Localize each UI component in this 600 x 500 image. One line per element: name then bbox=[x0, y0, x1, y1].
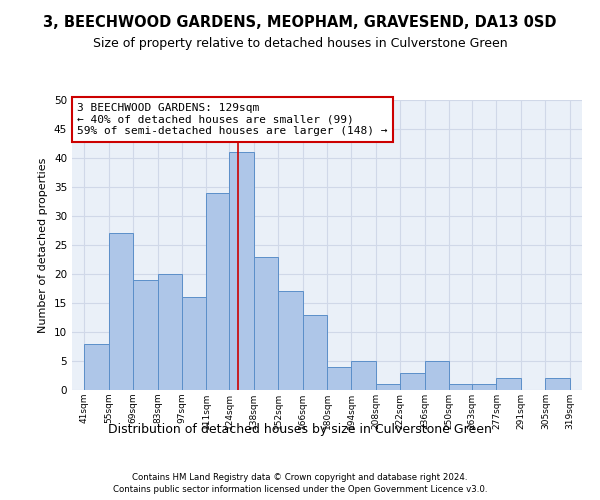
Y-axis label: Number of detached properties: Number of detached properties bbox=[38, 158, 49, 332]
Bar bbox=[302, 314, 327, 390]
Bar bbox=[400, 372, 425, 390]
Bar bbox=[109, 234, 133, 390]
Bar bbox=[472, 384, 496, 390]
Text: Contains public sector information licensed under the Open Government Licence v3: Contains public sector information licen… bbox=[113, 485, 487, 494]
Bar bbox=[182, 297, 206, 390]
Bar bbox=[449, 384, 474, 390]
Text: Size of property relative to detached houses in Culverstone Green: Size of property relative to detached ho… bbox=[92, 38, 508, 51]
Bar bbox=[327, 367, 352, 390]
Text: 3 BEECHWOOD GARDENS: 129sqm
← 40% of detached houses are smaller (99)
59% of sem: 3 BEECHWOOD GARDENS: 129sqm ← 40% of det… bbox=[77, 103, 388, 136]
Text: Distribution of detached houses by size in Culverstone Green: Distribution of detached houses by size … bbox=[108, 422, 492, 436]
Bar bbox=[352, 361, 376, 390]
Bar bbox=[158, 274, 182, 390]
Bar bbox=[229, 152, 254, 390]
Bar bbox=[206, 193, 231, 390]
Bar bbox=[425, 361, 449, 390]
Bar bbox=[545, 378, 570, 390]
Bar bbox=[254, 256, 278, 390]
Bar bbox=[84, 344, 109, 390]
Text: 3, BEECHWOOD GARDENS, MEOPHAM, GRAVESEND, DA13 0SD: 3, BEECHWOOD GARDENS, MEOPHAM, GRAVESEND… bbox=[43, 15, 557, 30]
Bar bbox=[376, 384, 400, 390]
Text: Contains HM Land Registry data © Crown copyright and database right 2024.: Contains HM Land Registry data © Crown c… bbox=[132, 472, 468, 482]
Bar bbox=[278, 292, 302, 390]
Bar bbox=[133, 280, 158, 390]
Bar bbox=[496, 378, 521, 390]
